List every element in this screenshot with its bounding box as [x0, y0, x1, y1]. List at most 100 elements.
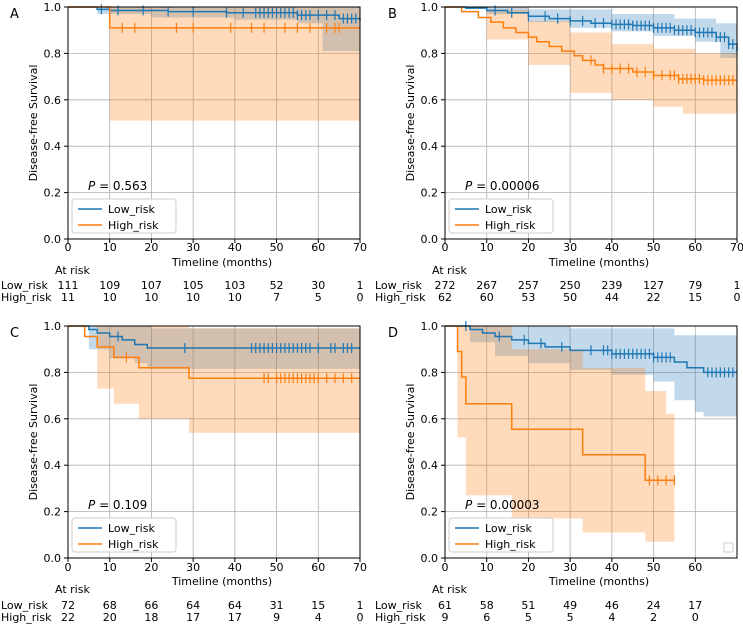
y-tick-label: 0.6 [44, 413, 62, 426]
at-risk-count: 127 [643, 279, 664, 292]
panel-label: C [10, 326, 19, 341]
x-tick-label: 40 [228, 561, 242, 574]
at-risk-count: 52 [270, 279, 284, 292]
at-risk-count: 257 [518, 279, 539, 292]
panel-d: 0 10 20 30 40 50 600.00.20.40.60.81.0Timeline … [375, 320, 738, 624]
y-tick-label: 1.0 [44, 1, 62, 14]
y-tick-label: 0.0 [421, 552, 439, 565]
at-risk-count: 17 [228, 611, 242, 624]
x-tick-label: 0 [442, 561, 449, 574]
at-risk-title: At risk [55, 264, 90, 277]
y-axis-label: Disease-free Survival [404, 65, 417, 182]
x-tick-label: 0 [442, 241, 449, 254]
x-tick-label: 20 [144, 241, 158, 254]
x-tick-label: 50 [270, 241, 284, 254]
at-risk-count: 0 [357, 611, 364, 624]
y-tick-label: 0.8 [44, 47, 62, 60]
at-risk-count: 49 [563, 599, 577, 612]
y-tick-label: 1.0 [421, 1, 439, 14]
legend: Low_risk High_risk [448, 517, 554, 553]
panel-a: 0 10 20 30 40 50 60 700.00.20.40.60.81.0Timelin… [1, 1, 367, 304]
plot-frame [444, 325, 738, 559]
at-risk-count: 50 [563, 291, 577, 304]
at-risk-count: 0 [692, 611, 699, 624]
at-risk-count: 31 [270, 599, 284, 612]
legend-label: High_risk [485, 538, 536, 551]
at-risk-count: 1 [357, 279, 364, 292]
x-axis-label: Timeline (months) [548, 575, 649, 588]
at-risk-count: 4 [315, 611, 322, 624]
at-risk-count: 18 [144, 611, 158, 624]
x-tick-label: 10 [103, 241, 117, 254]
at-risk-count: 22 [61, 611, 75, 624]
p-value: P = 0.00006 [465, 179, 540, 193]
x-axis-label: Timeline (months) [171, 256, 272, 269]
at-risk-count: 46 [605, 599, 619, 612]
at-risk-count: 11 [61, 291, 75, 304]
x-tick-label: 20 [144, 561, 158, 574]
legend-label: Low_risk [108, 522, 155, 535]
x-tick-label: 30 [563, 241, 577, 254]
at-risk-count: 51 [521, 599, 535, 612]
legend: Low_risk High_risk [71, 198, 177, 234]
legend-label: Low_risk [108, 203, 155, 216]
at-risk-row-label: Low_risk [375, 599, 422, 612]
at-risk-count: 239 [601, 279, 622, 292]
y-tick-label: 0.4 [421, 459, 439, 472]
panel-b: 0 10 20 30 40 50 60 700.00.20.40.60.81.0Timelin… [375, 1, 743, 304]
survival-line-high-risk [68, 325, 360, 379]
at-risk-count: 61 [438, 599, 452, 612]
at-risk-count: 6 [483, 611, 490, 624]
x-tick-label: 60 [688, 241, 702, 254]
at-risk-count: 5 [567, 611, 574, 624]
legend: Low_risk High_risk [448, 198, 554, 234]
at-risk-count: 30 [311, 279, 325, 292]
at-risk-count: 109 [99, 279, 120, 292]
at-risk-count: 1 [357, 599, 364, 612]
y-tick-label: 0.4 [421, 140, 439, 153]
at-risk-count: 72 [61, 599, 75, 612]
x-tick-label: 70 [730, 241, 743, 254]
x-tick-label: 60 [311, 561, 325, 574]
at-risk-count: 250 [560, 279, 581, 292]
x-tick-label: 50 [270, 561, 284, 574]
y-tick-label: 0.4 [44, 140, 62, 153]
at-risk-count: 22 [647, 291, 661, 304]
at-risk-count: 267 [476, 279, 497, 292]
y-tick-label: 0.2 [421, 187, 439, 200]
ci-band-high-risk [68, 326, 360, 433]
legend-label: Low_risk [485, 522, 532, 535]
at-risk-row-label: High_risk [375, 611, 426, 624]
panel-label: A [10, 7, 19, 22]
at-risk-row-label: High_risk [375, 291, 426, 304]
x-tick-label: 0 [65, 241, 72, 254]
y-tick-label: 1.0 [44, 320, 62, 333]
x-tick-label: 60 [311, 241, 325, 254]
at-risk-count: 105 [183, 279, 204, 292]
plot-frame [67, 6, 361, 240]
at-risk-count: 58 [480, 599, 494, 612]
x-tick-label: 10 [480, 241, 494, 254]
at-risk-count: 0 [734, 291, 741, 304]
at-risk-count: 53 [521, 291, 535, 304]
y-tick-label: 0.0 [421, 233, 439, 246]
x-tick-label: 10 [103, 561, 117, 574]
at-risk-count: 10 [103, 291, 117, 304]
x-tick-label: 50 [647, 241, 661, 254]
at-risk-count: 64 [186, 599, 200, 612]
at-risk-row-label: High_risk [1, 291, 52, 304]
at-risk-count: 5 [315, 291, 322, 304]
legend-label: High_risk [108, 219, 159, 232]
at-risk-title: At risk [432, 583, 467, 596]
survival-line-low-risk [68, 325, 360, 349]
at-risk-count: 10 [186, 291, 200, 304]
x-tick-label: 10 [480, 561, 494, 574]
at-risk-count: 0 [357, 291, 364, 304]
ci-band-low-risk [68, 7, 360, 52]
y-tick-label: 0.8 [421, 47, 439, 60]
y-axis-label: Disease-free Survival [27, 384, 40, 501]
at-risk-count: 10 [228, 291, 242, 304]
legend-label: High_risk [485, 219, 536, 232]
panel-c: 0 10 20 30 40 50 60 700.00.20.40.60.81.0Timelin… [1, 320, 367, 624]
